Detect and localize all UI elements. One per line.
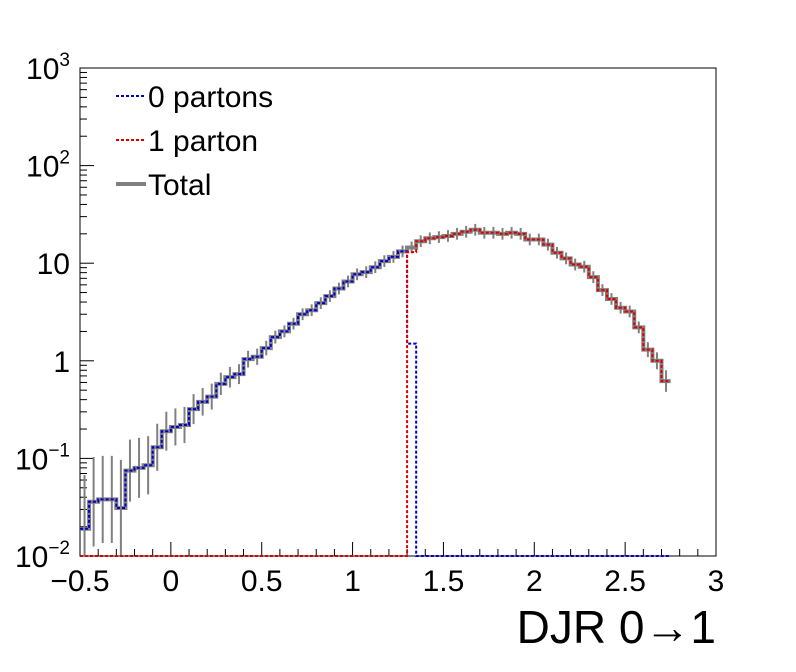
- x-tick-label: 0.5: [241, 565, 283, 598]
- y-tick-label: 10−1: [15, 440, 70, 476]
- legend-label: 0 partons: [148, 81, 273, 114]
- x-tick-label: 1.5: [423, 565, 465, 598]
- x-tick-label: 0: [163, 565, 180, 598]
- series-0-partons: [80, 250, 671, 557]
- x-tick-label: −0.5: [50, 565, 109, 598]
- series-step-line: [80, 250, 671, 557]
- y-tick-label: 102: [26, 148, 70, 184]
- legend-item-1-parton: 1 parton: [116, 125, 258, 158]
- x-tick-label: 3: [708, 565, 725, 598]
- y-tick-label: 10−2: [15, 538, 70, 574]
- series-step-line: [80, 228, 671, 557]
- series-step-line: [80, 227, 671, 531]
- y-tick-label: 103: [26, 50, 70, 86]
- legend-label: Total: [148, 169, 211, 202]
- x-tick-labels: −0.5 0 0.5 1 1.5 2 2.5 3: [50, 565, 724, 598]
- x-axis-label: DJR 0→1: [517, 601, 716, 653]
- x-tick-label: 2: [526, 565, 543, 598]
- x-tick-label: 2.5: [604, 565, 646, 598]
- y-tick-label: 10: [37, 248, 70, 281]
- y-tick-label: 1: [53, 346, 70, 379]
- histogram-series: [80, 223, 671, 557]
- series-total: [80, 223, 671, 556]
- legend-item-0-partons: 0 partons: [116, 81, 273, 114]
- series-1-parton: [80, 228, 671, 557]
- legend: 0 partons 1 parton Total: [116, 81, 273, 202]
- x-tick-label: 1: [344, 565, 361, 598]
- legend-label: 1 parton: [148, 125, 258, 158]
- y-tick-labels: 10−2 10−1 1 10 102 103: [15, 50, 70, 574]
- legend-item-total: Total: [116, 169, 211, 202]
